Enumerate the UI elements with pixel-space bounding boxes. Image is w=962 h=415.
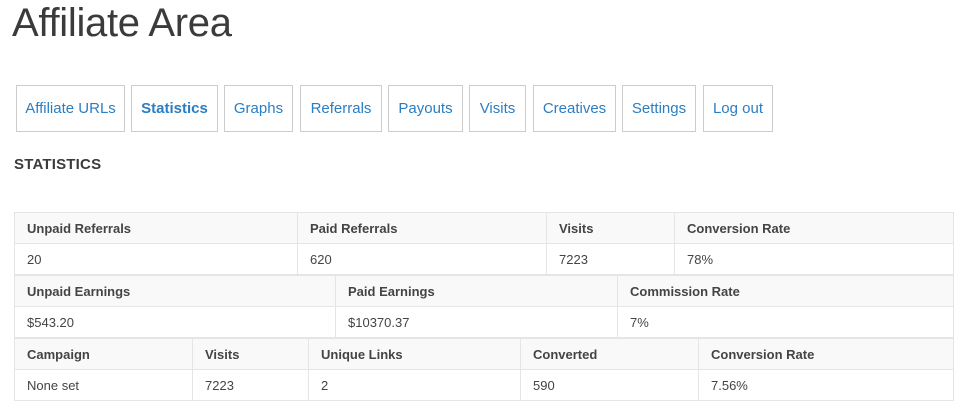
referrals-stats-table: Unpaid Referrals Paid Referrals Visits C… [14, 212, 954, 275]
tab-statistics[interactable]: Statistics [131, 85, 218, 132]
table-row: $543.20 $10370.37 7% [14, 306, 954, 338]
column-header-campaign: Campaign [14, 338, 193, 370]
column-header-commission-rate: Commission Rate [617, 275, 954, 307]
tab-visits[interactable]: Visits [469, 85, 526, 132]
tab-payouts[interactable]: Payouts [388, 85, 463, 132]
column-header-visits: Visits [546, 212, 675, 244]
table-header-row: Unpaid Referrals Paid Referrals Visits C… [14, 212, 954, 244]
tab-creatives[interactable]: Creatives [533, 85, 616, 132]
column-header-conversion-rate: Conversion Rate [674, 212, 954, 244]
campaigns-stats-table: Campaign Visits Unique Links Converted C… [14, 338, 954, 401]
campaign-visits-value: 7223 [192, 369, 309, 401]
campaign-unique-links-value: 2 [308, 369, 521, 401]
table-header-row: Campaign Visits Unique Links Converted C… [14, 338, 954, 370]
campaign-name-value: None set [14, 369, 193, 401]
table-row: 20 620 7223 78% [14, 243, 954, 275]
tab-referrals[interactable]: Referrals [300, 85, 382, 132]
visits-value: 7223 [546, 243, 675, 275]
table-header-row: Unpaid Earnings Paid Earnings Commission… [14, 275, 954, 307]
paid-earnings-value: $10370.37 [335, 306, 618, 338]
column-header-unpaid-earnings: Unpaid Earnings [14, 275, 336, 307]
unpaid-earnings-value: $543.20 [14, 306, 336, 338]
column-header-conversion-rate: Conversion Rate [698, 338, 954, 370]
paid-referrals-value: 620 [297, 243, 547, 275]
commission-rate-value: 7% [617, 306, 954, 338]
column-header-unique-links: Unique Links [308, 338, 521, 370]
unpaid-referrals-value: 20 [14, 243, 298, 275]
earnings-stats-table: Unpaid Earnings Paid Earnings Commission… [14, 275, 954, 338]
campaign-conversion-rate-value: 7.56% [698, 369, 954, 401]
statistics-heading: STATISTICS [14, 156, 102, 173]
campaign-converted-value: 590 [520, 369, 699, 401]
tab-graphs[interactable]: Graphs [224, 85, 293, 132]
tab-log-out[interactable]: Log out [703, 85, 773, 132]
tab-settings[interactable]: Settings [622, 85, 696, 132]
page-title: Affiliate Area [12, 1, 232, 45]
tab-affiliate-urls[interactable]: Affiliate URLs [16, 85, 125, 132]
table-row: None set 7223 2 590 7.56% [14, 369, 954, 401]
column-header-paid-referrals: Paid Referrals [297, 212, 547, 244]
column-header-paid-earnings: Paid Earnings [335, 275, 618, 307]
column-header-visits: Visits [192, 338, 309, 370]
column-header-unpaid-referrals: Unpaid Referrals [14, 212, 298, 244]
column-header-converted: Converted [520, 338, 699, 370]
conversion-rate-value: 78% [674, 243, 954, 275]
